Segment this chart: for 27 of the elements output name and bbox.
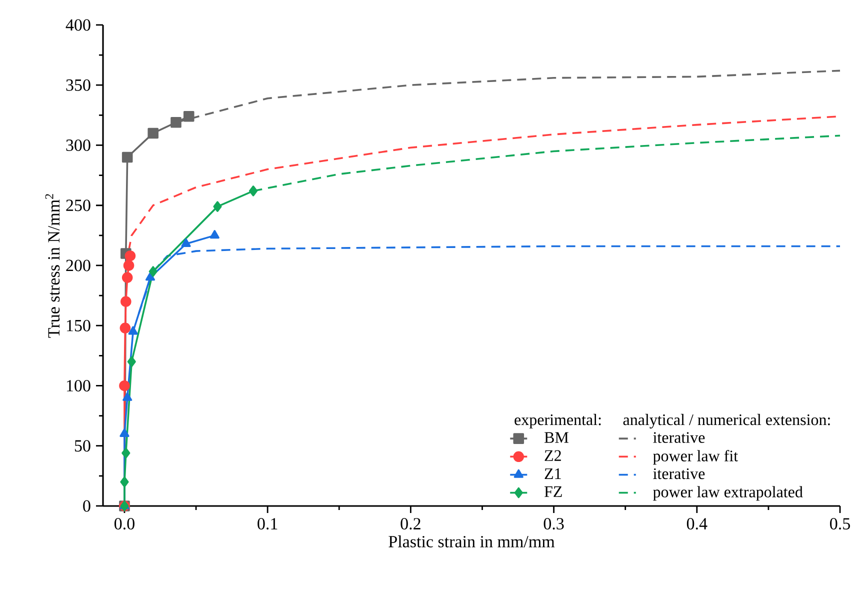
legend-label: Z2 [544, 450, 561, 461]
legend-label: power law fit [653, 450, 738, 465]
x-tick-label: 0.3 [544, 518, 564, 530]
x-tick-label: 0.2 [400, 518, 420, 530]
y-tick-label: 350 [66, 79, 90, 91]
x-tick-label: 0.5 [830, 518, 850, 530]
annotation: analytical / numerical extension: [623, 414, 830, 428]
legend-label: BM [544, 432, 568, 443]
y-tick-label: 400 [66, 19, 90, 31]
legend-label: power law extrapolated [653, 486, 803, 501]
legend-title: experimental: [514, 414, 601, 428]
y-tick-label: 100 [66, 380, 90, 392]
x-tick-label: 0.4 [686, 518, 708, 530]
y-tick-label: 150 [66, 320, 90, 332]
legend-label: FZ [544, 486, 562, 497]
y-tick-label: 50 [74, 440, 90, 452]
legend-label: Z1 [544, 468, 561, 479]
legend-label: iterative [653, 468, 705, 480]
y-tick-label: 0 [83, 500, 90, 512]
x-tick-label: 0.1 [258, 518, 278, 530]
y-tick-label: 250 [66, 200, 90, 212]
y-axis-title: True stress in N/mm$^{2}$ [45, 194, 60, 338]
y-tick-label: 300 [66, 139, 90, 151]
x-tick-label: 0.0 [114, 518, 134, 530]
y-tick-label: 200 [66, 260, 90, 272]
x-axis-title: Plastic strain in mm/mm [388, 535, 555, 548]
legend-label: iterative [653, 432, 705, 443]
